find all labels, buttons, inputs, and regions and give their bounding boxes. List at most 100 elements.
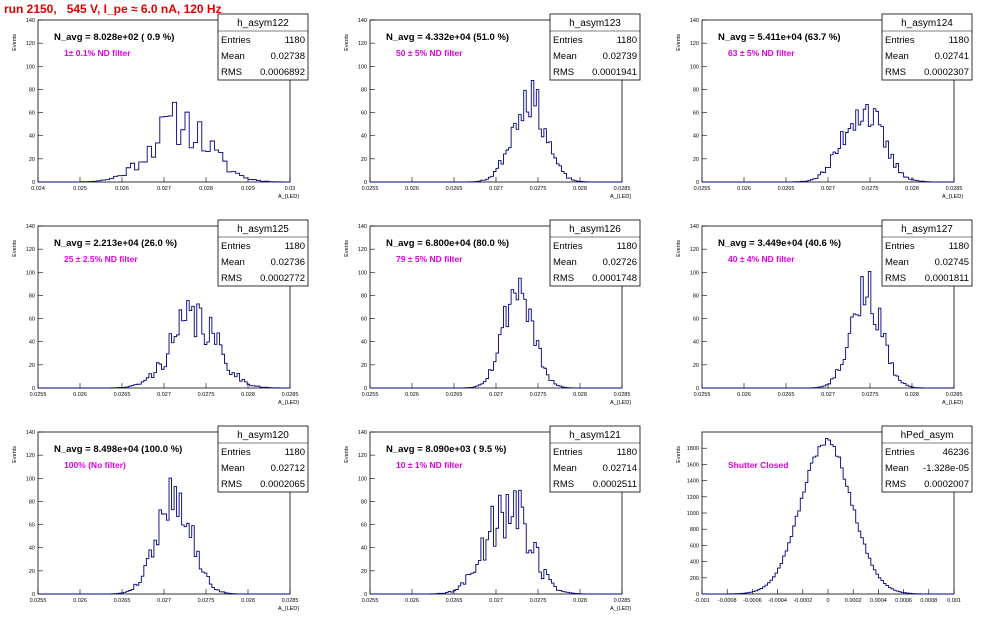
y-axis-label: Events (344, 240, 350, 257)
y-tick-label: 800 (690, 527, 699, 533)
stats-title: h_asym121 (569, 430, 621, 441)
x-tick-label: 0.0275 (530, 392, 547, 398)
stats-key: RMS (885, 67, 906, 78)
y-tick-label: 60 (361, 111, 367, 117)
x-tick-label: 0.0285 (282, 392, 299, 398)
x-tick-label: 0.0265 (446, 598, 463, 604)
stats-value: 0.02736 (271, 257, 305, 268)
x-tick-label: 0.0255 (30, 598, 47, 604)
stats-value: 0.02741 (935, 51, 969, 62)
x-tick-label: 0.0285 (614, 598, 631, 604)
stats-value: 0.0002007 (924, 479, 969, 490)
y-tick-label: 100 (358, 476, 367, 482)
x-tick-label: 0.027 (157, 598, 171, 604)
n-avg-label: N_avg = 6.800e+04 (80.0 %) (386, 238, 509, 249)
stats-value: 0.0002065 (260, 479, 305, 490)
y-tick-label: 40 (29, 546, 35, 552)
y-tick-label: 40 (693, 134, 699, 140)
stats-key: Mean (885, 257, 909, 268)
x-tick-label: 0.028 (905, 186, 919, 192)
stats-value: 0.0002307 (924, 67, 969, 78)
y-tick-label: 100 (690, 270, 699, 276)
stats-key: Entries (885, 447, 915, 458)
histogram-pad: 0 200 400 600 800 1000 1200 1400 1600 1800 -0.001 -… (664, 424, 996, 630)
x-axis-label: A_{LED} (610, 400, 631, 406)
y-tick-label: 0 (32, 386, 35, 392)
histogram-line (370, 489, 622, 595)
x-tick-label: 0.026 (115, 186, 129, 192)
y-tick-label: 100 (690, 64, 699, 70)
stats-key: Mean (221, 257, 245, 268)
x-tick-label: 0.029 (241, 186, 255, 192)
y-tick-label: 80 (361, 87, 367, 93)
y-tick-label: 80 (693, 87, 699, 93)
n-avg-label: N_avg = 8.498e+04 (100.0 %) (54, 444, 182, 455)
y-tick-label: 140 (358, 18, 367, 24)
x-tick-label: 0.0275 (862, 186, 879, 192)
stats-title: h_asym120 (237, 430, 289, 441)
stats-value: 1180 (285, 241, 305, 252)
x-tick-label: 0.026 (737, 186, 751, 192)
y-axis-label: Events (344, 446, 350, 463)
y-tick-label: 0 (364, 592, 367, 598)
stats-box (217, 13, 309, 81)
y-tick-label: 80 (29, 499, 35, 505)
n-avg-label: N_avg = 5.411e+04 (63.7 %) (718, 32, 841, 43)
x-tick-label: 0.028 (573, 392, 587, 398)
x-tick-label: -0.0008 (718, 598, 737, 604)
x-tick-label: -0.0006 (743, 598, 762, 604)
x-tick-label: 0.026 (405, 186, 419, 192)
stats-title: h_asym122 (237, 18, 289, 29)
x-tick-label: 0.0265 (778, 392, 795, 398)
y-tick-label: 140 (358, 224, 367, 230)
stats-title: h_asym126 (569, 224, 621, 235)
histogram-line (702, 103, 955, 183)
stats-box (881, 425, 973, 493)
stats-box (881, 13, 973, 81)
x-axis-label: A_{LED} (942, 400, 963, 406)
y-tick-label: 60 (29, 317, 35, 323)
histogram-pad: 0 20 40 60 80 100 120 140 0.0255 0.026 0.0265 0.027… (0, 424, 332, 630)
y-tick-label: 60 (361, 523, 367, 529)
histogram-plot: 0 20 40 60 80 100 120 140 0.0255 0.026 0.0265 0.027… (12, 219, 309, 406)
y-tick-label: 20 (29, 569, 35, 575)
y-tick-label: 120 (690, 41, 699, 47)
y-tick-label: 20 (361, 569, 367, 575)
y-tick-label: 1400 (687, 479, 699, 485)
x-tick-label: 0.025 (73, 186, 87, 192)
x-tick-label: 0.03 (285, 186, 296, 192)
x-tick-label: -0.0004 (768, 598, 787, 604)
x-tick-label: 0.028 (241, 392, 255, 398)
x-tick-label: 0 (826, 598, 829, 604)
y-tick-label: 60 (693, 317, 699, 323)
stats-value: 1180 (617, 241, 637, 252)
stats-key: Mean (221, 463, 245, 474)
x-tick-label: 0.0285 (282, 598, 299, 604)
histogram-line (38, 477, 290, 595)
y-axis-label: Events (344, 34, 350, 51)
x-tick-label: 0.0265 (446, 392, 463, 398)
y-tick-label: 1200 (687, 495, 699, 501)
stats-value: 0.02726 (603, 257, 637, 268)
y-tick-label: 60 (29, 111, 35, 117)
y-tick-label: 40 (29, 134, 35, 140)
x-tick-label: 0.0255 (694, 186, 711, 192)
x-axis-label: A_{LED} (278, 194, 299, 200)
y-tick-label: 0 (32, 180, 35, 186)
histogram-pad: 0 20 40 60 80 100 120 140 0.0255 0.026 0.0265 0.027… (664, 12, 996, 218)
x-tick-label: 0.027 (157, 186, 171, 192)
y-tick-label: 100 (358, 270, 367, 276)
filter-annotation: 40 ± 4% ND filter (728, 254, 795, 264)
x-tick-label: 0.028 (199, 186, 213, 192)
histogram-plot: 0 20 40 60 80 100 120 140 0.0255 0.026 0.0265 0.027… (344, 425, 641, 612)
y-tick-label: 0 (696, 386, 699, 392)
stats-value: 0.0002511 (593, 479, 637, 490)
stats-value: 1180 (617, 35, 637, 46)
y-tick-label: 1600 (687, 462, 699, 468)
stats-value: 0.0006892 (260, 67, 305, 78)
x-tick-label: 0.0285 (614, 392, 631, 398)
stats-value: 0.02739 (603, 51, 637, 62)
x-tick-label: 0.0275 (198, 392, 215, 398)
stats-box (217, 425, 309, 493)
stats-key: Entries (885, 35, 915, 46)
